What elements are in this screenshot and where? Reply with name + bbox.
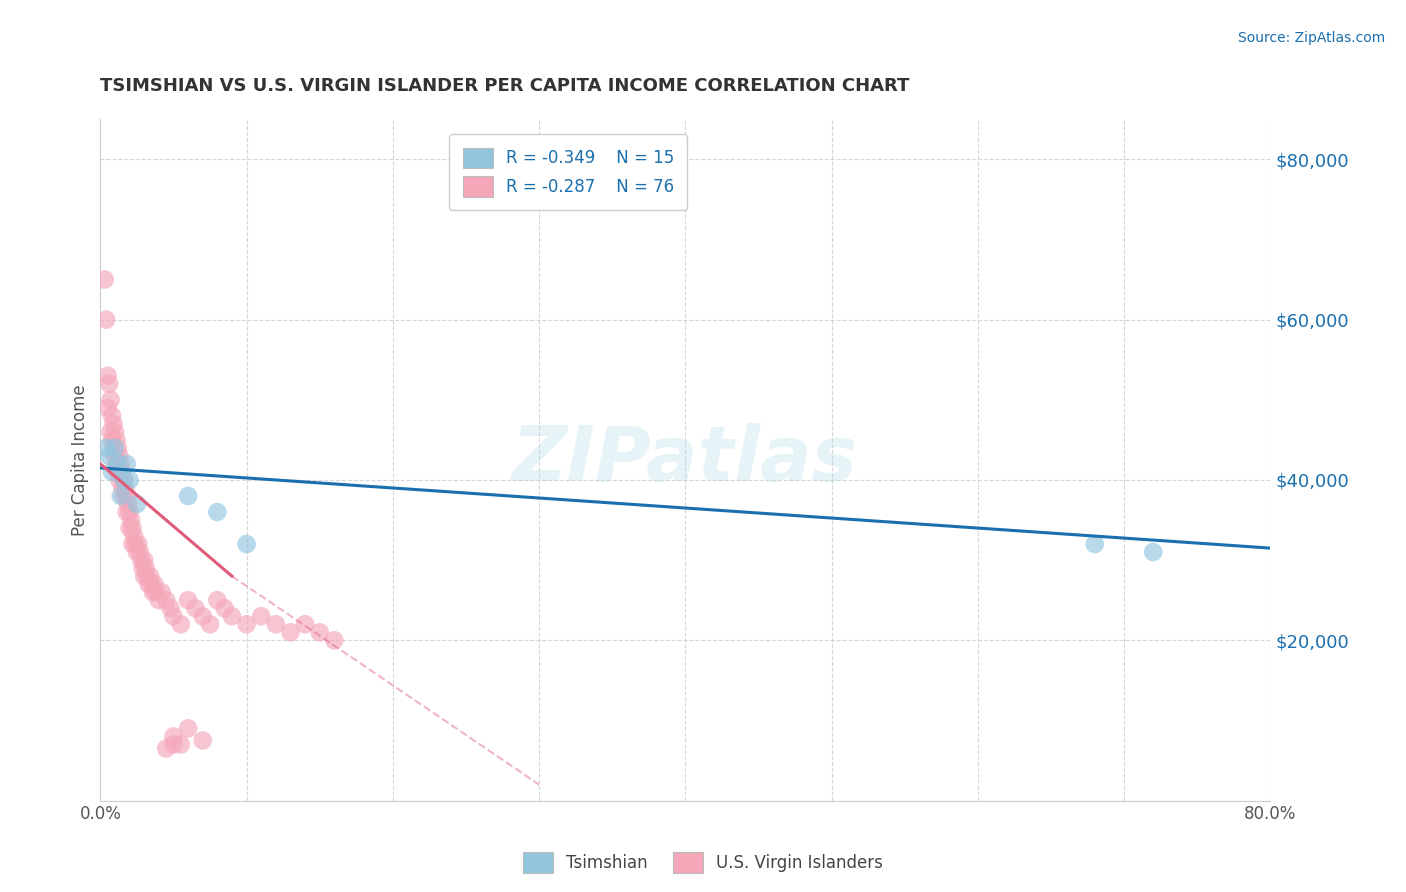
Point	[128, 545, 150, 559]
Point	[162, 738, 184, 752]
Point	[110, 457, 132, 471]
Legend: Tsimshian, U.S. Virgin Islanders: Tsimshian, U.S. Virgin Islanders	[516, 846, 890, 880]
Point	[155, 593, 177, 607]
Point	[134, 569, 156, 583]
Point	[111, 465, 134, 479]
Point	[162, 609, 184, 624]
Point	[170, 617, 193, 632]
Point	[121, 537, 143, 551]
Point	[134, 553, 156, 567]
Point	[235, 617, 257, 632]
Point	[177, 489, 200, 503]
Point	[177, 722, 200, 736]
Point	[143, 577, 166, 591]
Point	[308, 625, 330, 640]
Point	[184, 601, 207, 615]
Point	[98, 449, 121, 463]
Point	[108, 449, 131, 463]
Point	[136, 569, 159, 583]
Point	[139, 569, 162, 583]
Point	[111, 481, 134, 495]
Point	[97, 401, 120, 415]
Point	[104, 425, 127, 439]
Point	[127, 537, 149, 551]
Point	[135, 561, 157, 575]
Point	[125, 497, 148, 511]
Point	[96, 312, 118, 326]
Point	[118, 521, 141, 535]
Point	[121, 521, 143, 535]
Point	[96, 441, 118, 455]
Point	[159, 601, 181, 615]
Point	[221, 609, 243, 624]
Point	[177, 593, 200, 607]
Point	[112, 473, 135, 487]
Point	[170, 738, 193, 752]
Point	[104, 449, 127, 463]
Point	[107, 465, 129, 479]
Point	[145, 585, 167, 599]
Point	[122, 529, 145, 543]
Text: Source: ZipAtlas.com: Source: ZipAtlas.com	[1237, 31, 1385, 45]
Point	[141, 577, 163, 591]
Point	[110, 489, 132, 503]
Point	[1142, 545, 1164, 559]
Point	[323, 633, 346, 648]
Point	[112, 489, 135, 503]
Point	[250, 609, 273, 624]
Point	[235, 537, 257, 551]
Point	[264, 617, 287, 632]
Point	[1084, 537, 1107, 551]
Point	[148, 593, 170, 607]
Point	[98, 376, 121, 391]
Point	[101, 409, 124, 423]
Point	[207, 593, 229, 607]
Point	[103, 417, 125, 431]
Point	[101, 465, 124, 479]
Point	[118, 473, 141, 487]
Point	[125, 545, 148, 559]
Point	[101, 433, 124, 447]
Point	[294, 617, 316, 632]
Point	[162, 730, 184, 744]
Point	[115, 489, 138, 503]
Point	[107, 441, 129, 455]
Point	[97, 368, 120, 383]
Point	[129, 553, 152, 567]
Point	[138, 577, 160, 591]
Text: ZIPatlas: ZIPatlas	[512, 423, 858, 497]
Point	[105, 433, 128, 447]
Point	[107, 457, 129, 471]
Point	[120, 513, 142, 527]
Text: TSIMSHIAN VS U.S. VIRGIN ISLANDER PER CAPITA INCOME CORRELATION CHART: TSIMSHIAN VS U.S. VIRGIN ISLANDER PER CA…	[100, 78, 910, 95]
Point	[191, 733, 214, 747]
Point	[100, 392, 122, 407]
Point	[114, 481, 136, 495]
Point	[108, 473, 131, 487]
Point	[150, 585, 173, 599]
Point	[117, 497, 139, 511]
Point	[280, 625, 302, 640]
Point	[142, 585, 165, 599]
Point	[118, 505, 141, 519]
Point	[105, 457, 128, 471]
Point	[207, 505, 229, 519]
Point	[214, 601, 236, 615]
Point	[191, 609, 214, 624]
Point	[198, 617, 221, 632]
Point	[115, 505, 138, 519]
Point	[93, 272, 115, 286]
Point	[132, 561, 155, 575]
Point	[124, 537, 146, 551]
Y-axis label: Per Capita Income: Per Capita Income	[72, 384, 89, 536]
Point	[100, 425, 122, 439]
Point	[103, 441, 125, 455]
Point	[112, 473, 135, 487]
Point	[115, 457, 138, 471]
Legend: R = -0.349    N = 15, R = -0.287    N = 76: R = -0.349 N = 15, R = -0.287 N = 76	[449, 135, 688, 210]
Point	[155, 741, 177, 756]
Point	[104, 441, 127, 455]
